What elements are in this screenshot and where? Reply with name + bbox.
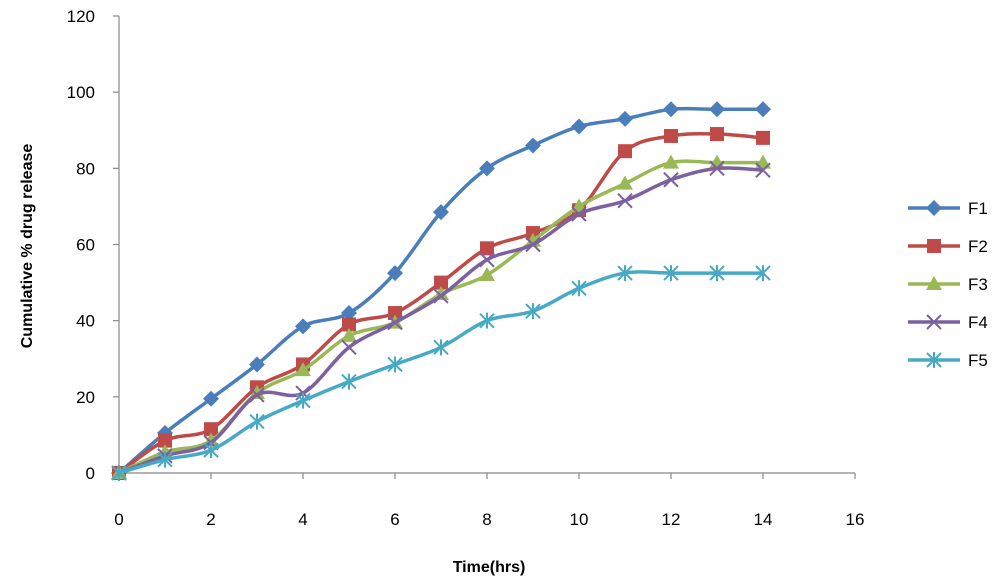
y-axis-title: Cumulative % drug release <box>19 144 36 349</box>
data-point-f4 <box>387 314 403 331</box>
data-point-f4 <box>571 206 587 222</box>
legend-label-f3: F3 <box>968 275 988 294</box>
data-point-f5 <box>249 413 265 430</box>
legend-label-f4: F4 <box>968 313 988 332</box>
data-point-f2 <box>388 306 402 321</box>
data-point-f5 <box>387 356 403 373</box>
data-point-f4 <box>525 236 541 253</box>
legend-marker-f1 <box>926 200 942 216</box>
data-point-f3 <box>341 327 357 342</box>
x-tick-label: 14 <box>754 510 773 529</box>
data-point-f5 <box>341 373 357 390</box>
x-tick-label: 10 <box>570 510 589 529</box>
data-point-f3 <box>663 154 679 169</box>
x-tick-label: 8 <box>482 510 491 529</box>
data-point-f1 <box>341 305 357 322</box>
chart-legend: F1 F2 F3 F4 F5 <box>908 199 988 370</box>
data-point-f1 <box>295 318 311 335</box>
data-point-f5 <box>203 442 219 459</box>
data-point-f4 <box>341 339 357 356</box>
y-tick-label: 100 <box>67 83 95 102</box>
data-point-f5 <box>709 265 725 282</box>
chart-axes: 0 20 40 60 80 100 120 0 2 4 6 8 10 12 14 16 <box>67 7 865 529</box>
data-point-f1 <box>709 101 725 118</box>
data-point-f1 <box>433 204 449 221</box>
legend-item-f2: F2 <box>908 237 988 256</box>
y-tick-label: 60 <box>76 236 95 255</box>
data-point-f2 <box>480 241 494 256</box>
data-point-f4 <box>755 162 771 178</box>
data-point-f1 <box>571 118 587 135</box>
data-point-f2 <box>710 127 724 142</box>
data-point-f4 <box>617 192 633 209</box>
data-point-f5 <box>525 303 541 320</box>
data-point-f2 <box>158 433 172 448</box>
x-axis-title: Time(hrs) <box>453 559 526 576</box>
data-point-f4 <box>249 387 265 403</box>
data-point-f1 <box>663 101 679 118</box>
x-tick-label: 12 <box>662 510 681 529</box>
legend-label-f1: F1 <box>968 199 988 218</box>
series-f5 <box>111 265 771 481</box>
series-f4 <box>111 160 771 481</box>
data-point-f5 <box>663 265 679 282</box>
data-point-f5 <box>157 451 173 468</box>
data-point-f5 <box>755 265 771 282</box>
data-point-f2 <box>204 422 218 437</box>
legend-marker-f3 <box>926 276 942 290</box>
legend-label-f2: F2 <box>968 237 988 256</box>
data-point-f4 <box>479 252 495 268</box>
data-point-f2 <box>618 144 632 159</box>
legend-marker-f4 <box>926 314 942 330</box>
legend-item-f4: F4 <box>908 313 988 332</box>
data-point-f1 <box>387 265 403 282</box>
data-point-f2 <box>756 130 770 145</box>
y-tick-label: 80 <box>76 159 95 178</box>
legend-item-f1: F1 <box>908 199 988 218</box>
data-point-f1 <box>525 137 541 154</box>
data-point-f3 <box>617 175 633 190</box>
x-tick-label: 16 <box>846 510 865 529</box>
y-tick-label: 0 <box>86 464 95 483</box>
data-point-f1 <box>755 101 771 118</box>
data-point-f4 <box>433 288 449 304</box>
data-point-f5 <box>571 280 587 297</box>
chart-series <box>111 101 771 481</box>
data-point-f4 <box>709 160 725 177</box>
data-point-f5 <box>617 265 633 282</box>
data-point-f5 <box>295 392 311 409</box>
data-point-f2 <box>434 275 448 290</box>
data-point-f1 <box>249 356 265 373</box>
legend-marker-f5 <box>926 352 942 368</box>
data-point-f3 <box>295 362 311 377</box>
data-point-f2 <box>664 128 678 143</box>
x-tick-label: 6 <box>390 510 399 529</box>
x-tick-label: 2 <box>206 510 215 529</box>
y-tick-label: 20 <box>76 388 95 407</box>
y-tick-label: 120 <box>67 7 95 26</box>
legend-item-f3: F3 <box>908 275 988 294</box>
data-point-f5 <box>111 465 127 481</box>
data-point-f3 <box>479 266 495 281</box>
y-tick-label: 40 <box>76 312 95 331</box>
data-point-f5 <box>479 312 495 329</box>
data-point-f1 <box>203 390 219 407</box>
data-point-f2 <box>342 317 356 332</box>
legend-item-f5: F5 <box>908 351 988 370</box>
data-point-f4 <box>663 172 679 188</box>
data-point-f5 <box>433 339 449 356</box>
data-point-f1 <box>617 110 633 127</box>
x-tick-label: 0 <box>114 510 123 529</box>
data-point-f1 <box>479 160 495 177</box>
legend-marker-f2 <box>927 239 941 253</box>
legend-label-f5: F5 <box>968 351 988 370</box>
x-tick-label: 4 <box>298 510 307 529</box>
